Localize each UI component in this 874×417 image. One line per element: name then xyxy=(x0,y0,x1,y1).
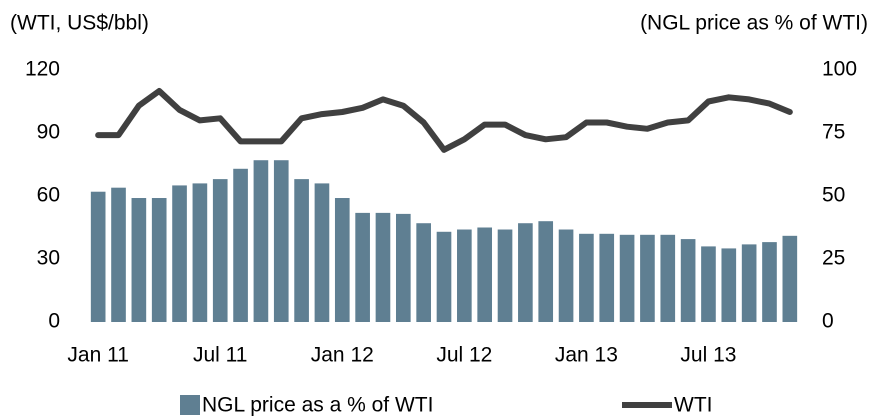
bar xyxy=(192,183,208,322)
y2-tick-label: 0 xyxy=(822,310,834,333)
x-tick-label: Jul 13 xyxy=(680,344,736,367)
bar xyxy=(721,248,737,322)
bar xyxy=(497,229,513,322)
x-tick-label: Jan 11 xyxy=(67,344,129,367)
bar xyxy=(253,160,269,322)
bar xyxy=(334,198,350,322)
bar xyxy=(640,234,655,322)
legend-label: NGL price as a % of WTI xyxy=(202,394,433,417)
bar xyxy=(741,244,757,322)
bar xyxy=(314,183,330,322)
bar xyxy=(701,246,716,322)
bar xyxy=(680,239,696,322)
bar xyxy=(477,227,493,322)
bar xyxy=(212,179,228,322)
bar xyxy=(355,212,370,322)
bar xyxy=(273,160,289,322)
legend-label: WTI xyxy=(674,394,712,417)
bar xyxy=(375,212,391,322)
bar xyxy=(131,198,147,322)
bar xyxy=(782,235,798,322)
bar xyxy=(395,213,411,322)
line xyxy=(95,88,793,153)
y-tick-label: 60 xyxy=(37,184,60,207)
bar xyxy=(294,179,309,322)
bar xyxy=(558,229,574,322)
bar xyxy=(233,168,248,322)
y-axis-label: (WTI, US$/bbl) xyxy=(10,12,149,35)
bar xyxy=(416,223,431,322)
x-tick-label: Jan 12 xyxy=(311,344,374,367)
x-tick-label: Jul 12 xyxy=(436,344,492,367)
bar xyxy=(762,242,777,322)
bar xyxy=(172,185,187,322)
bar xyxy=(599,233,615,322)
y-tick-label: 30 xyxy=(37,247,60,270)
y-tick-label: 0 xyxy=(48,310,60,333)
legend-swatch xyxy=(180,395,200,415)
bar xyxy=(579,233,594,322)
y2-tick-label: 25 xyxy=(822,247,845,270)
bar xyxy=(151,198,167,322)
bar xyxy=(457,229,472,322)
bar xyxy=(518,223,533,322)
y2-axis-label: (NGL price as % of WTI) xyxy=(640,12,868,35)
bar xyxy=(538,221,554,322)
bar xyxy=(90,191,106,322)
bar xyxy=(111,187,126,322)
bar xyxy=(619,234,635,322)
y2-tick-label: 75 xyxy=(822,121,845,144)
y-tick-label: 90 xyxy=(37,121,60,144)
y2-tick-label: 50 xyxy=(822,184,845,207)
bar xyxy=(436,231,452,322)
x-tick-label: Jan 13 xyxy=(555,344,618,367)
y2-tick-label: 100 xyxy=(822,58,857,81)
y-tick-label: 120 xyxy=(25,58,60,81)
x-tick-label: Jul 11 xyxy=(193,344,247,367)
bar xyxy=(660,234,676,322)
